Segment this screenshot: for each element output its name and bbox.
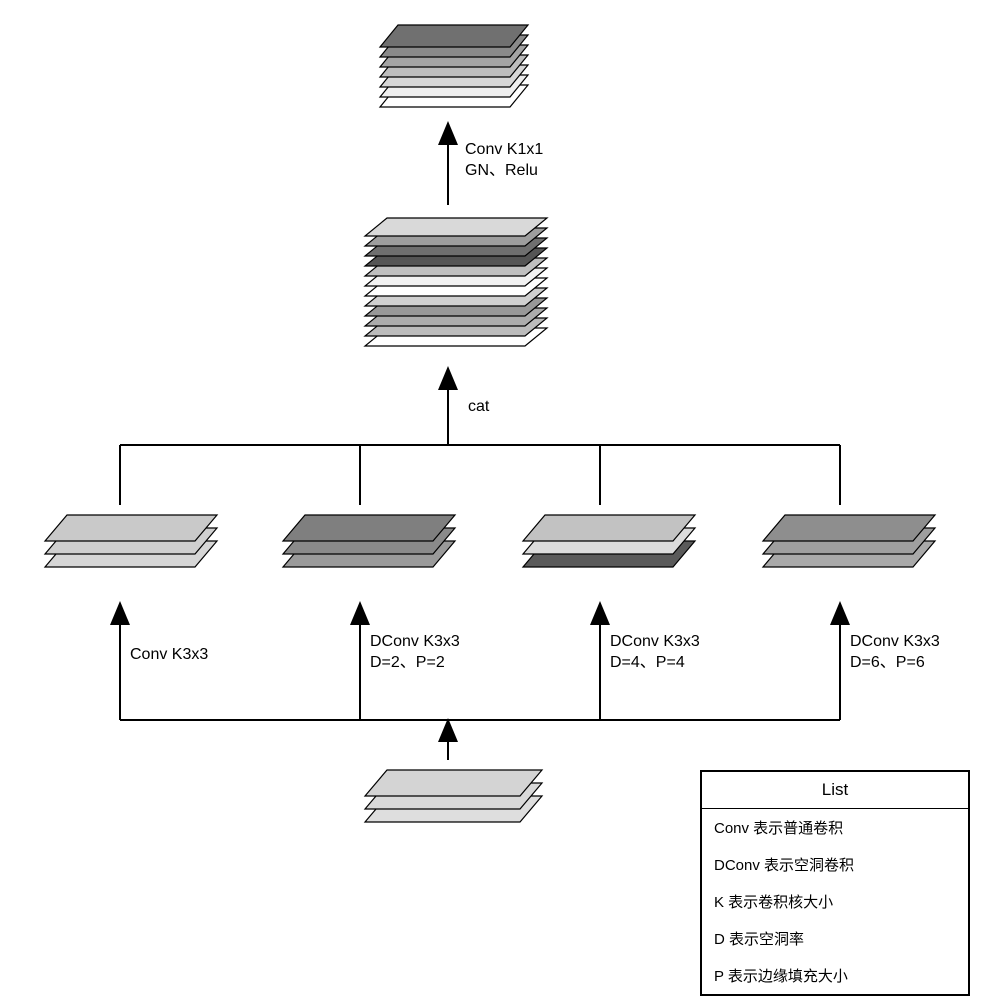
stack-branch1 [45,515,217,567]
legend-item: Conv 表示普通卷积 [702,809,968,846]
legend-item: D 表示空洞率 [702,920,968,957]
label-branch3: DConv K3x3 D=4、P=4 [610,632,700,674]
stack-branch3 [523,515,695,567]
stack-output [380,25,528,107]
legend-item: P 表示边缘填充大小 [702,957,968,994]
label-branch4: DConv K3x3 D=6、P=6 [850,632,940,674]
legend-item: K 表示卷积核大小 [702,883,968,920]
label-branch2: DConv K3x3 D=2、P=2 [370,632,460,674]
legend-box: List Conv 表示普通卷积DConv 表示空洞卷积K 表示卷积核大小D 表… [700,770,970,996]
label-top-conv: Conv K1x1 GN、Relu [465,140,543,182]
stack-branch2 [283,515,455,567]
stack-branch4 [763,515,935,567]
label-branch1: Conv K3x3 [130,645,208,666]
stack-input [365,770,542,822]
legend-title: List [702,772,968,809]
stack-concat [365,218,547,346]
label-cat: cat [468,397,489,418]
legend-item: DConv 表示空洞卷积 [702,846,968,883]
